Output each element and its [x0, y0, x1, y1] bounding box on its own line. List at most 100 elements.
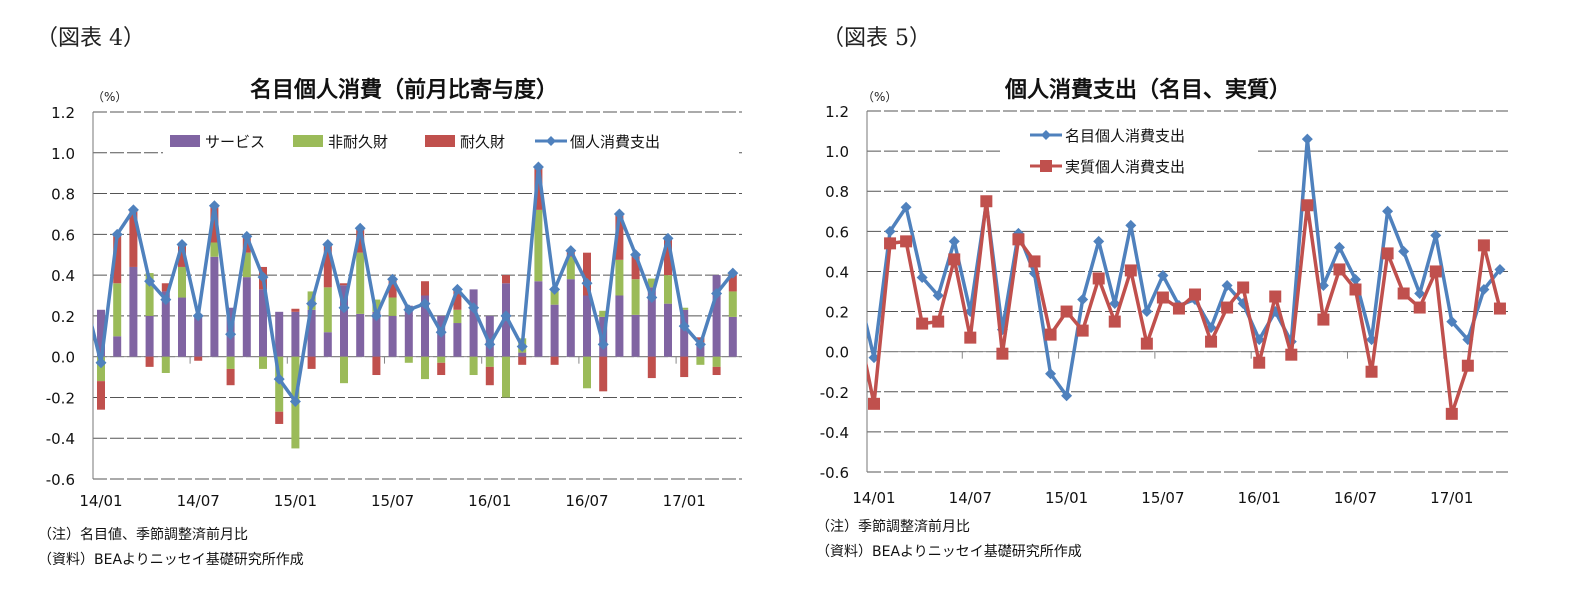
bar-segment — [161, 291, 170, 357]
data-point-diamond — [1478, 283, 1490, 295]
data-point-diamond — [581, 277, 593, 289]
bar-segment — [664, 275, 672, 304]
bar-segment — [421, 295, 429, 357]
x-tick-label: 14/07 — [949, 489, 992, 507]
data-point-square — [884, 237, 897, 250]
bar-segment — [323, 287, 332, 333]
bar-segment — [599, 310, 608, 317]
bar-segment — [97, 309, 105, 357]
bar-segment — [421, 356, 429, 380]
bar-segment — [291, 311, 300, 357]
bar-segment — [113, 234, 122, 284]
data-point-diamond — [646, 292, 658, 304]
bar-segment — [453, 309, 462, 324]
bar-segment — [534, 167, 543, 210]
bar-segment — [712, 366, 721, 376]
bar-segment — [340, 285, 348, 357]
data-point-square — [1477, 239, 1490, 252]
legend-swatch — [170, 135, 200, 147]
data-point-square — [1092, 272, 1105, 285]
data-point-square — [1413, 301, 1426, 314]
y-tick-label: 1.2 — [51, 104, 75, 122]
bar-segment — [323, 332, 332, 357]
bar-segment — [550, 304, 559, 357]
bar-segment — [388, 297, 397, 316]
legend-marker-diamond — [546, 136, 556, 146]
data-point-square — [1365, 365, 1378, 378]
bar-segment — [712, 275, 721, 357]
bar-segment — [437, 362, 446, 376]
data-point-square — [1429, 265, 1442, 278]
data-point-square — [1493, 302, 1506, 315]
data-point-diamond — [289, 396, 301, 408]
bar-segment — [631, 279, 640, 315]
data-point-diamond — [662, 232, 674, 244]
legend-marker-square — [1040, 160, 1052, 172]
bar-segment — [631, 254, 640, 280]
y-tick-label: 0.2 — [51, 308, 75, 326]
data-point-diamond — [597, 338, 609, 350]
bar-segment — [145, 356, 154, 367]
bar-segment — [647, 278, 656, 288]
data-point-diamond — [1077, 294, 1089, 306]
data-point-diamond — [484, 338, 496, 350]
x-tick-label: 17/01 — [663, 492, 706, 510]
bar-segment — [728, 316, 737, 357]
bar-segment — [599, 356, 608, 392]
bar-segment — [664, 238, 672, 276]
data-point-diamond — [516, 340, 528, 352]
bar-segment — [356, 252, 365, 314]
bar-segment — [631, 314, 640, 357]
bar-segment — [647, 356, 656, 379]
data-point-square — [1172, 302, 1185, 315]
data-point-square — [932, 315, 945, 328]
data-point-diamond — [1398, 245, 1410, 257]
x-tick-label: 15/07 — [371, 492, 414, 510]
bar-segment — [210, 242, 219, 257]
x-tick-label: 16/07 — [565, 492, 608, 510]
data-point-diamond — [1125, 219, 1137, 231]
data-point-diamond — [1446, 316, 1458, 328]
bar-segment — [534, 209, 543, 282]
data-point-diamond — [387, 273, 399, 285]
legend-swatch — [293, 135, 323, 147]
data-point-square — [1205, 335, 1218, 348]
data-point-diamond — [900, 201, 912, 213]
x-tick-label: 15/01 — [1045, 489, 1088, 507]
bar-segment — [113, 283, 122, 337]
data-point-square — [1333, 263, 1346, 276]
bar-segment — [129, 266, 138, 357]
bar-segment — [226, 356, 235, 369]
data-point-diamond — [111, 228, 123, 240]
bar-segment — [145, 273, 154, 316]
data-point-square — [1317, 313, 1330, 326]
data-point-diamond — [127, 204, 139, 216]
legend-background — [1000, 118, 1258, 188]
bar-segment — [566, 256, 575, 280]
bar-segment — [615, 295, 624, 357]
data-point-diamond — [1221, 279, 1233, 291]
bar-segment — [372, 311, 381, 357]
bar-segment — [242, 252, 251, 278]
y-tick-label: 1.0 — [825, 143, 849, 161]
x-tick-label: 14/01 — [79, 492, 122, 510]
bar-segment — [696, 356, 705, 365]
data-point-diamond — [1093, 235, 1105, 247]
bar-segment — [453, 323, 462, 357]
bar-segment — [356, 313, 365, 357]
bar-segment — [194, 315, 203, 357]
x-tick-label: 15/01 — [274, 492, 317, 510]
x-tick-label: 14/07 — [177, 492, 220, 510]
data-point-diamond — [613, 208, 625, 220]
bar-segment — [566, 279, 575, 357]
bar-segment — [178, 266, 186, 298]
data-point-diamond — [1061, 390, 1073, 402]
data-point-square — [1076, 324, 1089, 337]
x-tick-label: 17/01 — [1430, 489, 1473, 507]
data-point-diamond — [95, 357, 107, 369]
bar-segment — [583, 252, 591, 296]
chart2-title: 個人消費支出（名目、実質） — [1005, 78, 1292, 103]
bar-segment — [485, 356, 494, 367]
data-point-diamond — [1301, 133, 1313, 145]
legend-label: サービス — [205, 133, 265, 151]
